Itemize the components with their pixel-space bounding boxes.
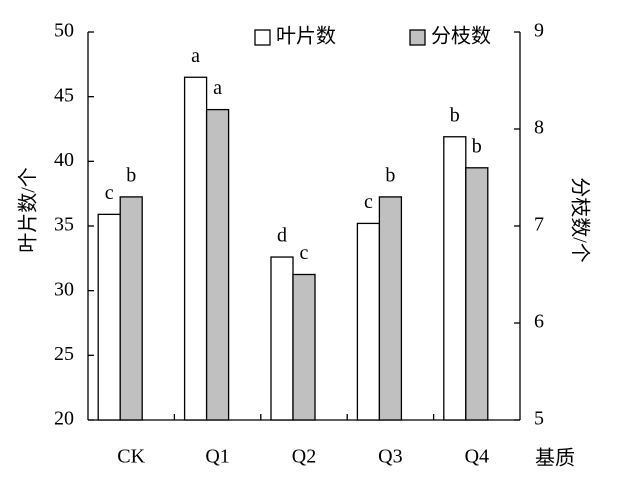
y-tick-label: 35 <box>54 214 74 236</box>
x-tick-label: CK <box>117 446 145 468</box>
x-tick-label: Q4 <box>465 446 489 468</box>
significance-letter: b <box>450 104 460 126</box>
bar <box>183 76 208 421</box>
y2-axis-label: 分枝数/个 <box>568 177 591 263</box>
bar <box>205 108 230 421</box>
y-tick-label: 45 <box>54 84 74 106</box>
significance-letter: c <box>364 191 373 213</box>
significance-letter: a <box>213 77 222 99</box>
bar <box>356 222 381 421</box>
y2-tick-label: 6 <box>534 311 544 333</box>
y2-tick-label: 5 <box>534 408 544 430</box>
x-tick-label: Q1 <box>205 446 229 468</box>
legend-swatch <box>254 29 271 46</box>
bar <box>97 213 121 421</box>
significance-letter: c <box>105 182 114 204</box>
y-axis-label: 叶片数/个 <box>17 167 40 253</box>
bar <box>270 256 294 421</box>
y-tick-label: 30 <box>54 278 74 300</box>
x-axis-label: 基质 <box>535 447 575 470</box>
legend-swatch <box>409 29 426 46</box>
significance-letter: a <box>191 45 200 67</box>
y-tick-label: 20 <box>54 408 74 430</box>
significance-letter: b <box>472 135 482 157</box>
significance-letter: c <box>300 242 309 264</box>
bar <box>119 196 143 421</box>
bar <box>465 167 489 421</box>
bar <box>378 196 403 421</box>
y2-tick-label: 8 <box>534 117 544 139</box>
y2-tick-label: 9 <box>534 20 544 42</box>
x-tick-label: Q2 <box>292 446 316 468</box>
x-tick-label: Q3 <box>378 446 402 468</box>
y-tick-label: 50 <box>54 20 74 42</box>
significance-letter: b <box>385 164 395 186</box>
legend-label: 分枝数 <box>431 25 491 48</box>
y-tick-label: 25 <box>54 343 74 365</box>
significance-letter: b <box>126 164 136 186</box>
y-tick-label: 40 <box>54 149 74 171</box>
bar <box>292 273 316 421</box>
legend-label: 叶片数 <box>276 25 336 48</box>
y2-tick-label: 7 <box>534 214 544 236</box>
significance-letter: d <box>277 225 287 247</box>
bar <box>443 136 467 421</box>
